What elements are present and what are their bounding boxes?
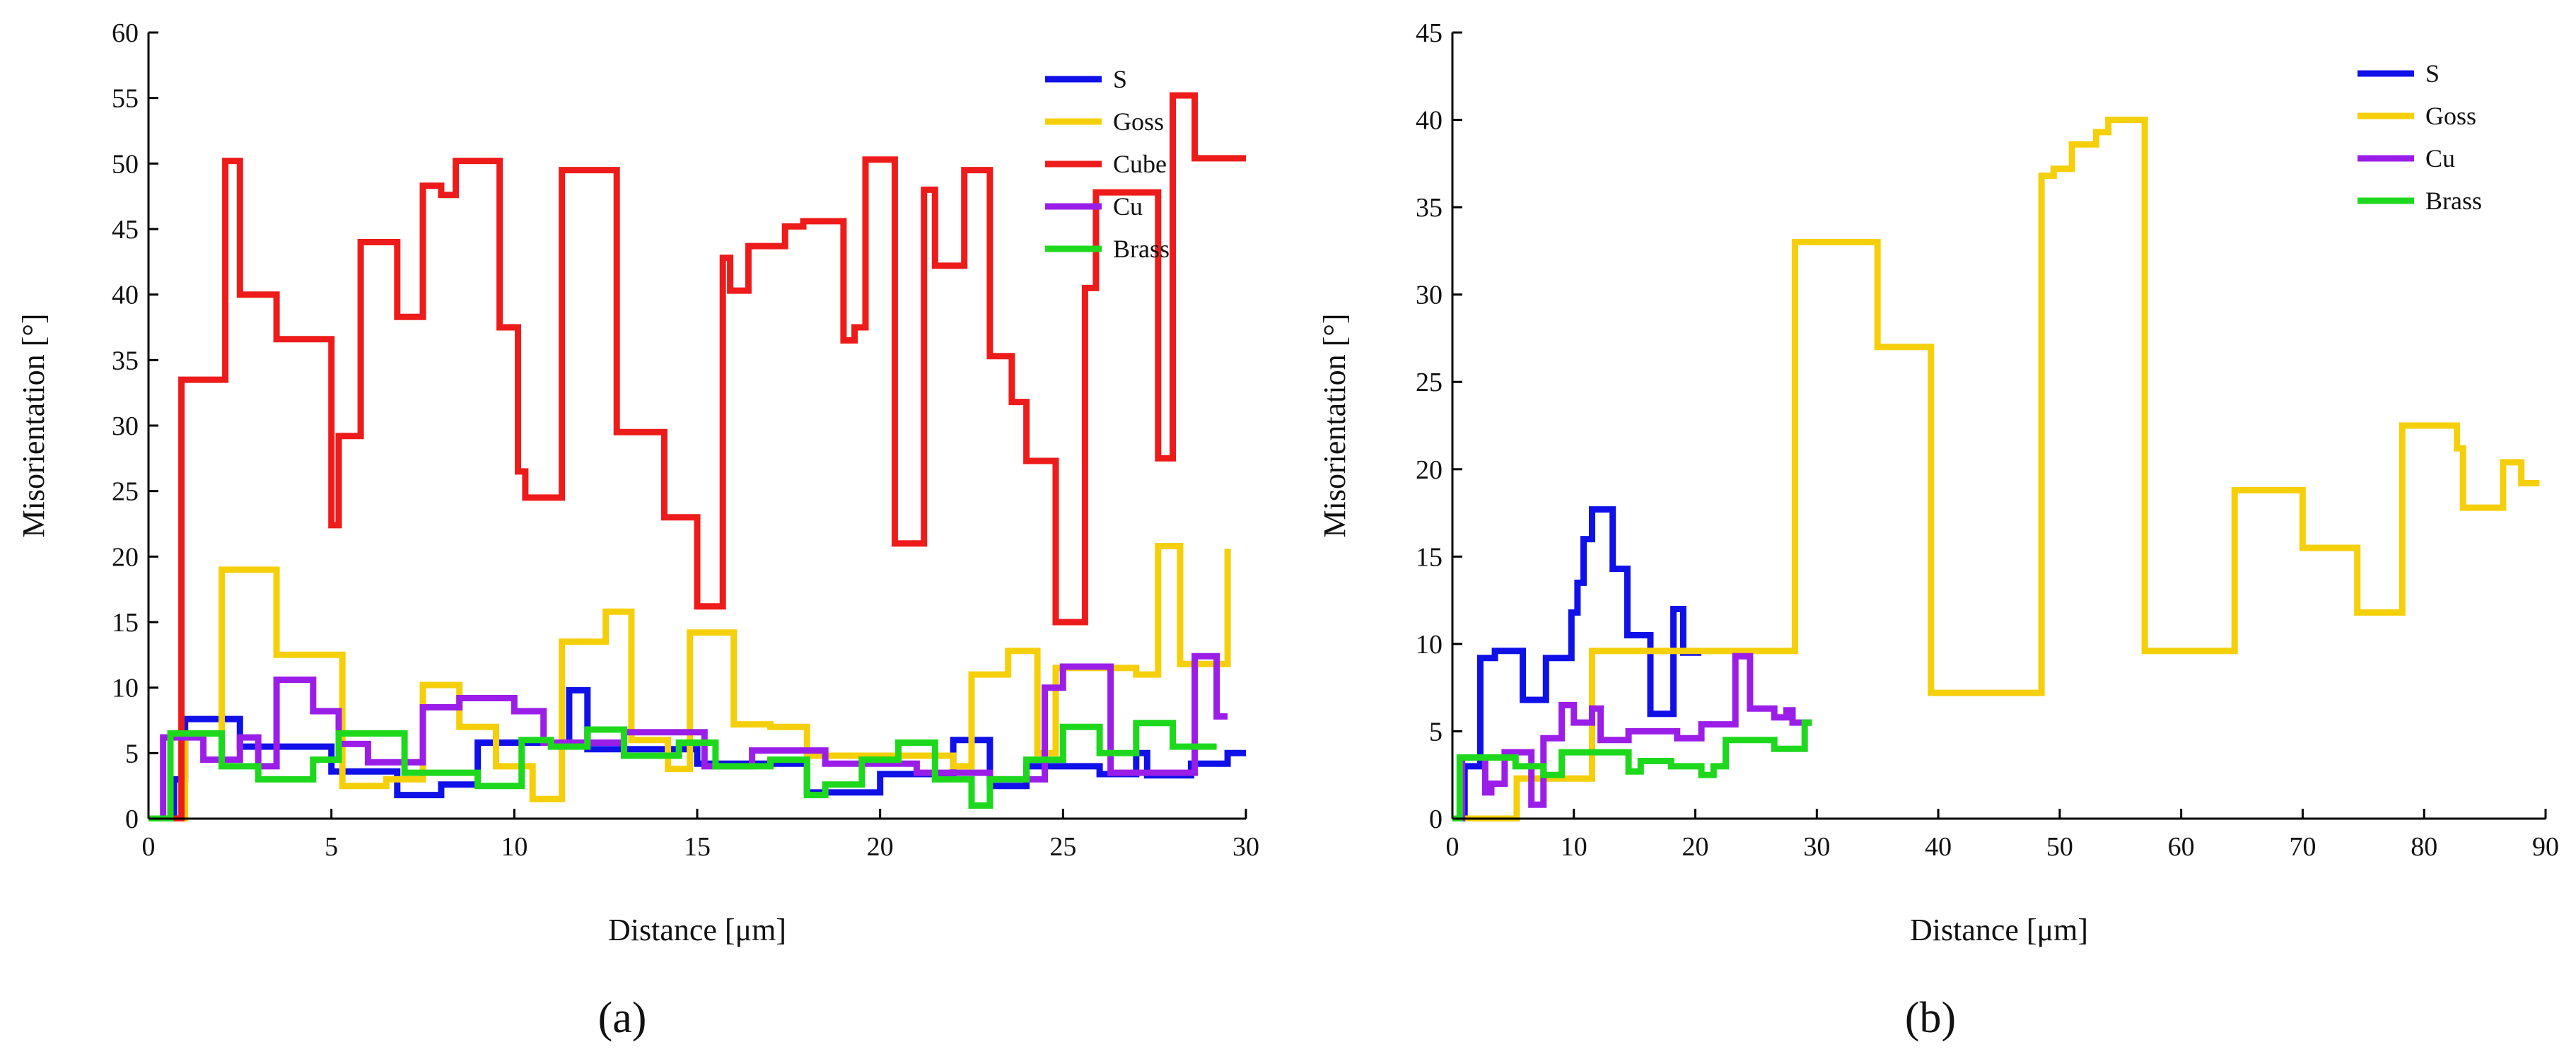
y-tick-label: 20 <box>112 542 139 572</box>
y-tick-label: 45 <box>112 215 139 245</box>
legend-label-cu: Cu <box>2425 144 2455 172</box>
x-tick-label: 10 <box>1561 832 1587 862</box>
y-tick-label: 25 <box>112 477 139 507</box>
series-line-cu <box>1452 653 1812 821</box>
legend-label-goss: Goss <box>1113 107 1164 136</box>
y-tick-label: 40 <box>1416 106 1443 136</box>
y-tick-label: 20 <box>1416 455 1443 485</box>
x-tick-label: 40 <box>1925 832 1952 862</box>
x-tick-label: 20 <box>867 832 894 862</box>
series-group <box>148 92 1246 821</box>
y-tick-label: 35 <box>112 346 139 375</box>
x-tick-label: 10 <box>501 832 528 862</box>
x-tick-label: 30 <box>1232 832 1259 862</box>
y-tick-label: 5 <box>125 739 139 768</box>
y-tick-label: 0 <box>1429 805 1443 834</box>
legend-label-brass: Brass <box>1113 235 1170 263</box>
y-tick-label: 15 <box>112 608 139 638</box>
x-tick-label: 0 <box>142 832 156 862</box>
x-tick-label: 50 <box>2046 832 2073 862</box>
y-axis-title: Misorientation [°] <box>1317 314 1352 538</box>
panel-b: 0 5 10 15 20 25 30 35 40 45 0 10 20 30 40 50 60 70 80 90 Dis… <box>1317 18 2559 1042</box>
y-tick-label: 40 <box>112 281 139 310</box>
y-tick-label: 15 <box>1416 542 1443 572</box>
y-axis-title: Misorientation [°] <box>16 314 51 538</box>
legend-label-s: S <box>1113 65 1127 93</box>
series-group <box>1452 117 2540 821</box>
y-tick-label: 5 <box>1429 717 1443 747</box>
x-tick-label: 70 <box>2289 832 2316 862</box>
series-line-s <box>1452 506 1702 821</box>
panel-a: 0 5 10 15 20 25 30 35 40 45 50 55 60 0 5 10 15 20 25 30 Dist… <box>16 18 1259 1042</box>
y-tick-label: 35 <box>1416 193 1443 223</box>
x-tick-label: 5 <box>325 832 338 862</box>
y-tick-label: 0 <box>125 805 139 834</box>
x-tick-label: 30 <box>1803 832 1830 862</box>
series-line-brass <box>1452 719 1812 821</box>
legend-label-cube: Cube <box>1113 150 1167 178</box>
x-tick-label: 15 <box>684 832 711 862</box>
series-line-cube <box>148 92 1246 821</box>
y-tick-label: 10 <box>1416 630 1443 660</box>
y-tick-label: 10 <box>112 674 139 703</box>
legend: S Goss Cu Brass <box>2358 59 2482 215</box>
y-tick-label: 50 <box>112 149 139 179</box>
x-tick-label: 90 <box>2532 832 2559 862</box>
legend: S Goss Cube Cu Brass <box>1045 65 1170 263</box>
y-tick-label: 30 <box>112 411 139 441</box>
x-tick-label: 20 <box>1682 832 1709 862</box>
y-tick-label: 45 <box>1416 18 1443 48</box>
legend-label-goss: Goss <box>2425 102 2476 130</box>
series-line-goss <box>1452 117 2540 821</box>
x-tick-label: 0 <box>1446 832 1459 862</box>
panel-label: (b) <box>1905 994 1956 1042</box>
x-tick-label: 25 <box>1049 832 1076 862</box>
legend-label-brass: Brass <box>2425 187 2482 215</box>
y-tick-label: 30 <box>1416 281 1443 310</box>
y-tick-label: 60 <box>112 18 139 48</box>
legend-label-cu: Cu <box>1113 192 1143 221</box>
panel-label: (a) <box>598 994 647 1042</box>
x-tick-label: 60 <box>2168 832 2195 862</box>
x-axis-title: Distance [μm] <box>608 913 786 947</box>
x-axis-title: Distance [μm] <box>1910 913 2088 947</box>
y-tick-label: 25 <box>1416 368 1443 397</box>
series-line-cu <box>148 653 1228 821</box>
legend-label-s: S <box>2425 59 2440 88</box>
x-tick-label: 80 <box>2411 832 2437 862</box>
y-tick-label: 55 <box>112 84 139 114</box>
series-line-brass <box>148 720 1217 821</box>
